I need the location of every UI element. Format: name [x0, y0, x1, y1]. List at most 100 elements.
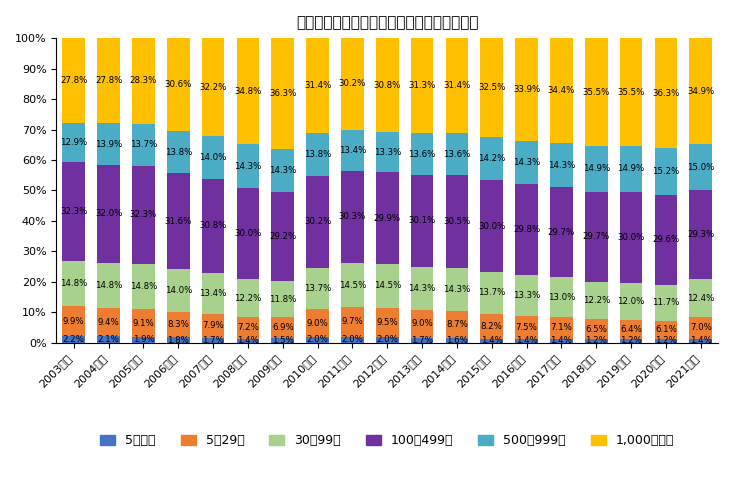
Bar: [620, 283, 642, 320]
Text: 8.7%: 8.7%: [446, 320, 468, 329]
Text: 6.9%: 6.9%: [272, 323, 293, 332]
Text: 13.8%: 13.8%: [304, 150, 331, 159]
Bar: [98, 123, 120, 165]
Bar: [202, 179, 225, 273]
Bar: [585, 38, 607, 146]
Text: 1.2%: 1.2%: [585, 336, 607, 345]
Bar: [202, 136, 225, 179]
Text: 6.1%: 6.1%: [655, 326, 677, 334]
Text: 13.7%: 13.7%: [478, 288, 505, 297]
Bar: [236, 188, 259, 279]
Bar: [341, 337, 364, 343]
Text: 7.2%: 7.2%: [237, 323, 259, 332]
Bar: [202, 337, 225, 343]
Bar: [62, 261, 85, 306]
Bar: [689, 317, 712, 338]
Text: 13.6%: 13.6%: [443, 150, 471, 159]
Text: 14.8%: 14.8%: [60, 279, 87, 288]
Text: 1.8%: 1.8%: [167, 335, 189, 344]
Text: 1.2%: 1.2%: [655, 336, 677, 345]
Bar: [515, 184, 538, 275]
Bar: [62, 163, 85, 261]
Bar: [585, 339, 607, 343]
Bar: [306, 267, 329, 309]
Bar: [480, 137, 503, 180]
Bar: [306, 309, 329, 337]
Text: 30.2%: 30.2%: [338, 80, 366, 88]
Bar: [480, 180, 503, 272]
Bar: [167, 269, 190, 312]
Text: 2.1%: 2.1%: [98, 335, 120, 344]
Bar: [132, 166, 154, 264]
Text: 29.6%: 29.6%: [653, 236, 680, 245]
Bar: [446, 134, 469, 175]
Bar: [411, 337, 433, 343]
Text: 14.3%: 14.3%: [409, 284, 436, 293]
Text: 9.5%: 9.5%: [376, 318, 398, 327]
Text: 31.4%: 31.4%: [443, 81, 471, 90]
Text: 32.3%: 32.3%: [130, 211, 157, 220]
Text: 8.2%: 8.2%: [481, 322, 503, 331]
Text: 2.0%: 2.0%: [376, 335, 398, 344]
Bar: [98, 165, 120, 263]
Text: 14.3%: 14.3%: [269, 166, 296, 175]
Bar: [62, 336, 85, 343]
Bar: [550, 317, 573, 338]
Bar: [620, 339, 642, 343]
Bar: [655, 285, 677, 321]
Text: 6.4%: 6.4%: [620, 325, 642, 334]
Text: 12.4%: 12.4%: [687, 294, 715, 303]
Bar: [655, 339, 677, 343]
Bar: [98, 38, 120, 123]
Text: 2.2%: 2.2%: [63, 335, 85, 344]
Bar: [167, 38, 190, 131]
Bar: [411, 175, 433, 267]
Text: 31.6%: 31.6%: [165, 217, 192, 226]
Bar: [655, 38, 677, 149]
Text: 34.4%: 34.4%: [548, 86, 575, 95]
Text: 14.5%: 14.5%: [374, 281, 401, 290]
Text: 12.2%: 12.2%: [582, 296, 610, 305]
Title: 図表１０　大学卒者の就職先企業規模の推移: 図表１０ 大学卒者の就職先企業規模の推移: [296, 15, 479, 30]
Text: 29.2%: 29.2%: [269, 232, 296, 241]
Text: 32.0%: 32.0%: [95, 209, 122, 219]
Text: 8.3%: 8.3%: [167, 320, 189, 329]
Text: 15.0%: 15.0%: [687, 163, 715, 172]
Text: 29.7%: 29.7%: [548, 228, 575, 237]
Bar: [98, 263, 120, 308]
Bar: [202, 314, 225, 337]
Bar: [446, 38, 469, 134]
Bar: [689, 38, 712, 145]
Text: 1.4%: 1.4%: [689, 336, 712, 345]
Bar: [271, 149, 294, 192]
Bar: [446, 268, 469, 312]
Text: 34.9%: 34.9%: [687, 87, 715, 96]
Bar: [515, 338, 538, 343]
Text: 1.4%: 1.4%: [551, 336, 573, 345]
Bar: [446, 312, 469, 338]
Bar: [550, 143, 573, 187]
Text: 36.3%: 36.3%: [269, 89, 296, 98]
Text: 6.5%: 6.5%: [585, 325, 607, 334]
Bar: [167, 312, 190, 337]
Text: 35.5%: 35.5%: [582, 87, 610, 97]
Text: 7.0%: 7.0%: [689, 324, 712, 332]
Bar: [62, 306, 85, 336]
Text: 31.3%: 31.3%: [409, 82, 436, 90]
Bar: [689, 190, 712, 279]
Text: 30.8%: 30.8%: [200, 221, 227, 230]
Bar: [585, 146, 607, 192]
Text: 13.3%: 13.3%: [513, 291, 540, 300]
Text: 12.9%: 12.9%: [60, 138, 87, 147]
Text: 14.3%: 14.3%: [443, 285, 471, 294]
Text: 32.3%: 32.3%: [60, 207, 87, 216]
Text: 36.3%: 36.3%: [653, 88, 680, 97]
Bar: [585, 320, 607, 339]
Text: 1.4%: 1.4%: [516, 336, 537, 345]
Text: 9.0%: 9.0%: [411, 320, 433, 329]
Text: 28.3%: 28.3%: [130, 77, 157, 85]
Text: 12.2%: 12.2%: [234, 294, 262, 303]
Bar: [132, 337, 154, 343]
Bar: [271, 192, 294, 281]
Text: 32.5%: 32.5%: [478, 83, 505, 92]
